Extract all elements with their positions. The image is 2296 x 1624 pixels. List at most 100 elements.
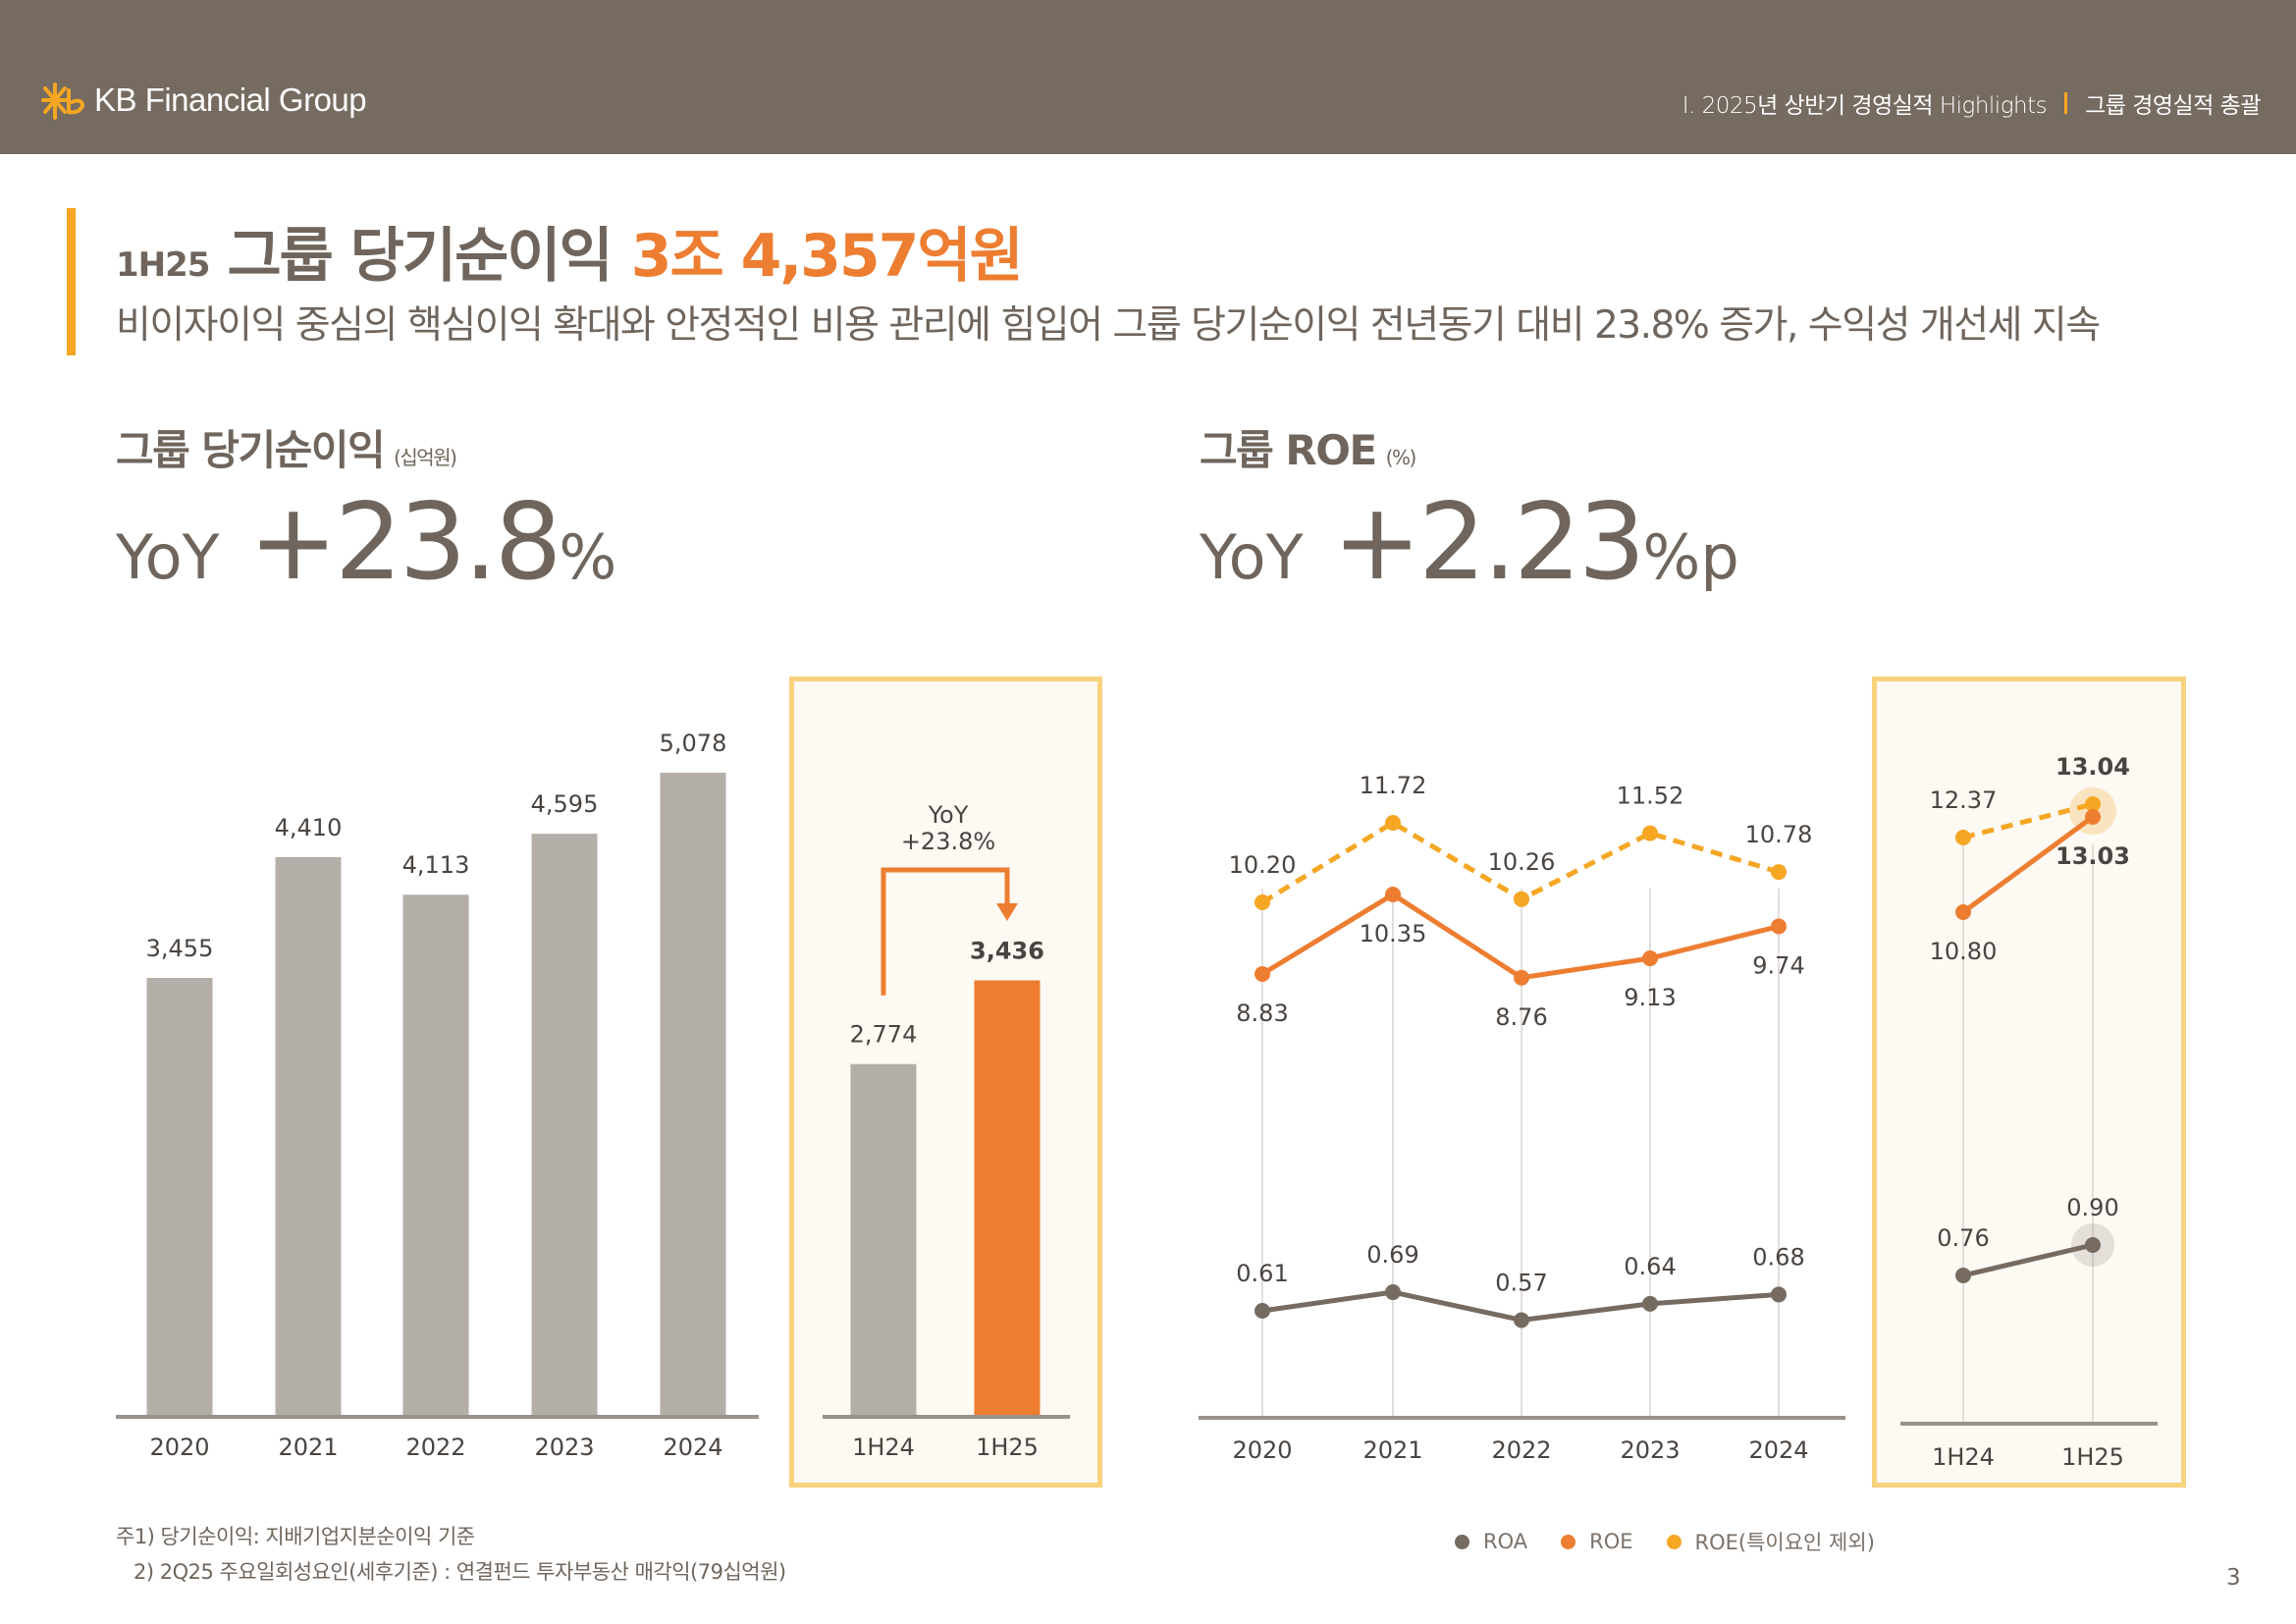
title-accent-bar	[67, 208, 76, 355]
roa-half-point-0	[1955, 1268, 1971, 1283]
roe-label-2: 8.76	[1495, 1003, 1547, 1031]
bar-2020	[146, 977, 213, 1415]
x-tick-roe-1H25: 1H25	[2061, 1443, 2124, 1471]
roa-point-4	[1771, 1286, 1787, 1303]
legend-dot-roe	[1561, 1534, 1576, 1549]
x-tick-roe-2022: 2022	[1491, 1436, 1551, 1464]
roe-adj-label-0: 10.20	[1229, 851, 1297, 879]
roa-label-0: 0.61	[1236, 1260, 1288, 1287]
roe-adj-half-point-0	[1955, 830, 1971, 845]
half-year-roe-highlight-box	[1872, 677, 2186, 1488]
kb-star-icon	[41, 82, 85, 120]
roe-adj-label-4: 10.78	[1745, 821, 1813, 848]
legend-label-roa: ROA	[1483, 1530, 1528, 1553]
bar-2021	[275, 856, 342, 1415]
roe-adj-point-4	[1771, 864, 1787, 881]
legend-dot-roe-adj	[1666, 1534, 1682, 1549]
roe-adj-label-2: 10.26	[1488, 848, 1556, 876]
page-subtitle: 비이자이익 중심의 핵심이익 확대와 안정적인 비용 관리에 힘입어 그룹 당기…	[116, 303, 2101, 348]
roa-label-4: 0.68	[1752, 1243, 1804, 1271]
roe-yoy-value: +2.23	[1332, 481, 1645, 604]
roe-adj-label-3: 11.52	[1617, 783, 1684, 810]
bar-2024	[660, 772, 726, 1415]
roe-yoy: YoY +2.23 %p	[1200, 481, 1739, 604]
title-prefix: 1H25	[116, 245, 210, 285]
kb-logo[interactable]: KB Financial Group	[39, 79, 367, 122]
bar-label-1H25: 3,436	[970, 937, 1044, 964]
x-tick-2022: 2022	[405, 1434, 465, 1461]
roa-half-line	[1962, 1242, 2094, 1278]
bar-label-2021: 4,410	[275, 814, 343, 841]
x-tick-1H25: 1H25	[976, 1434, 1039, 1461]
brand-name: KB Financial Group	[94, 81, 367, 118]
header-band: KB Financial Group Ⅰ. 2025년 상반기 경영실적 Hig…	[0, 0, 2296, 154]
legend-label-roe: ROE	[1589, 1530, 1633, 1553]
bar-label-2024: 5,078	[660, 730, 727, 757]
roa-half-label-0: 0.76	[1937, 1224, 1989, 1252]
yoy-annotation-line1: YoY	[928, 801, 969, 829]
bar-label-1H24: 2,774	[850, 1021, 918, 1049]
breadcrumb: Ⅰ. 2025년 상반기 경영실적 Highlights 그룹 경영실적 총괄	[1682, 86, 2261, 120]
net-income-section-title: 그룹 당기순이익 (십억원)	[116, 417, 457, 477]
bar-2023	[531, 834, 598, 1415]
roe-adj-point-1	[1385, 814, 1401, 831]
net-income-title: 그룹 당기순이익	[116, 426, 386, 474]
roe-yoy-suffix: %p	[1642, 521, 1739, 593]
x-tick-roe-2023: 2023	[1620, 1436, 1680, 1464]
title-accent: 3조 4,357억원	[630, 222, 1024, 291]
roa-point-2	[1514, 1312, 1529, 1328]
bar-label-2020: 3,455	[146, 935, 214, 962]
footnote-1: 주1) 당기순이익: 지배기업지분순이익 기준	[116, 1525, 475, 1548]
roa-point-1	[1385, 1284, 1401, 1301]
bar-1H25	[974, 980, 1041, 1415]
roe-adj-half-line	[1962, 801, 2094, 840]
legend-item-roe-adj: ROE(특이요인 제외)	[1666, 1527, 1875, 1556]
net-income-yoy-value: +23.8	[248, 481, 561, 604]
roa-label-3: 0.64	[1624, 1253, 1676, 1280]
net-income-yoy: YoY +23.8 %	[116, 481, 616, 604]
roe-adj-point-3	[1642, 825, 1658, 841]
yoy-arrow-line	[881, 867, 1010, 996]
roe-unit: (%)	[1385, 446, 1417, 469]
roe-adj-half-label-1: 13.04	[2056, 753, 2130, 781]
roe-adj-half-label-0: 12.37	[1930, 786, 1998, 814]
breadcrumb-section[interactable]: Ⅰ. 2025년 상반기 경영실적 Highlights	[1682, 93, 2048, 119]
roe-half-label-1: 13.03	[2056, 842, 2130, 870]
roe-label-1: 10.35	[1360, 920, 1427, 947]
roe-half-line	[1961, 814, 2095, 915]
roe-point-0	[1255, 966, 1270, 983]
yoy-annotation-line2: +23.8%	[901, 828, 995, 855]
net-income-unit: (십억원)	[394, 446, 457, 469]
roa-half-point-1	[2085, 1237, 2101, 1253]
roe-half-label-0: 10.80	[1930, 938, 1998, 965]
title-main: 그룹 당기순이익	[227, 222, 613, 291]
roe-point-2	[1514, 969, 1529, 986]
net-income-yoy-label: YoY	[116, 521, 220, 593]
roe-adj-label-1: 11.72	[1360, 772, 1427, 799]
roa-point-3	[1642, 1295, 1658, 1312]
x-tick-2024: 2024	[663, 1434, 722, 1461]
bar-2022	[402, 894, 469, 1415]
x-tick-roe-1H24: 1H24	[1932, 1443, 1995, 1471]
yoy-arrow-head-icon	[996, 903, 1018, 921]
roe-half-point-0	[1955, 904, 1971, 920]
page-title: 1H25 그룹 당기순이익 3조 4,357억원	[116, 208, 1024, 294]
x-tick-2020: 2020	[149, 1434, 209, 1461]
net-income-yoy-suffix: %	[559, 521, 617, 593]
roa-point-0	[1255, 1303, 1270, 1319]
roe-adj-point-2	[1514, 891, 1529, 907]
roe-adj-point-0	[1255, 894, 1270, 910]
bar-label-2022: 4,113	[402, 851, 470, 879]
bar-label-2023: 4,595	[531, 790, 599, 818]
x-tick-1H24: 1H24	[852, 1434, 915, 1461]
roe-label-3: 9.13	[1624, 984, 1676, 1011]
roe-adj-half-point-1	[2085, 796, 2101, 812]
roe-point-4	[1771, 918, 1787, 935]
roa-half-label-1: 0.90	[2066, 1194, 2118, 1221]
roe-yoy-label: YoY	[1200, 521, 1304, 593]
legend-item-roa: ROA	[1455, 1530, 1527, 1553]
breadcrumb-page[interactable]: 그룹 경영실적 총괄	[2085, 93, 2261, 119]
x-tick-roe-2024: 2024	[1748, 1436, 1808, 1464]
page-number: 3	[2226, 1565, 2241, 1591]
